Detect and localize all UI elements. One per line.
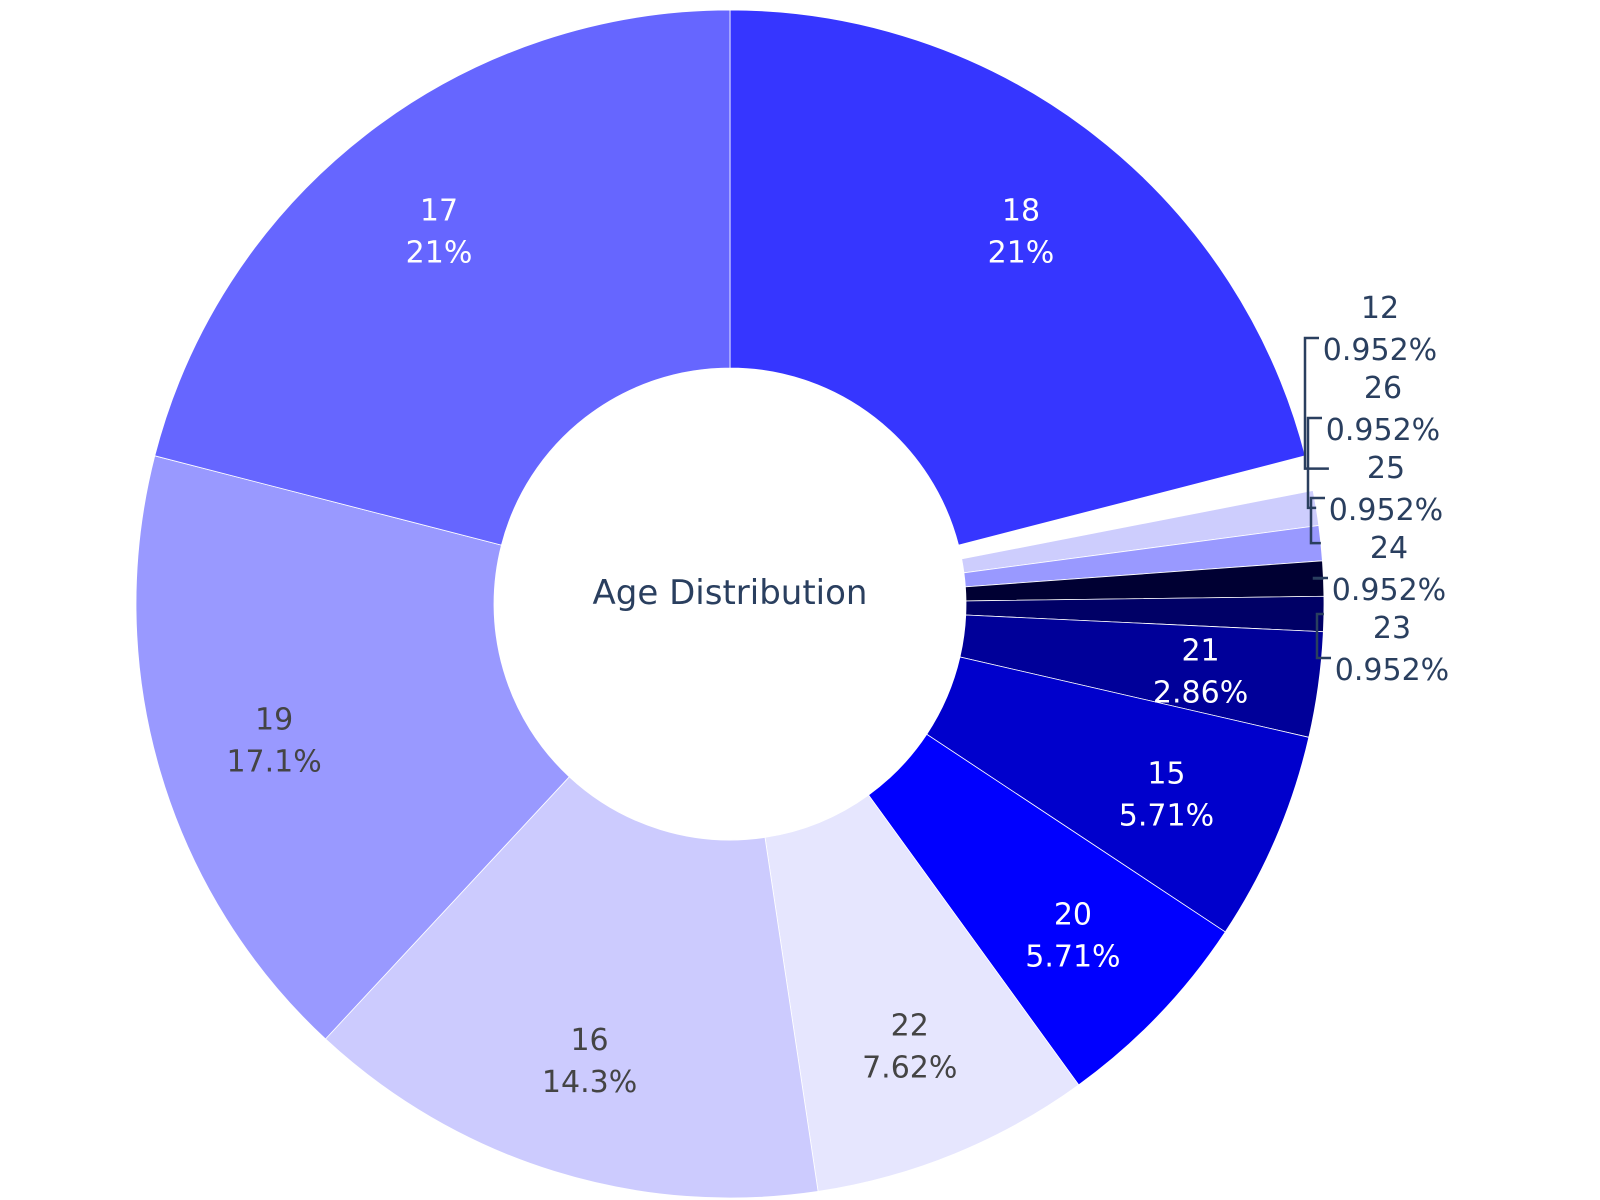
slice-label-20: 20 5.71%	[1025, 898, 1120, 975]
slice-label-15: 15 5.71%	[1119, 756, 1214, 833]
leader-line-23	[1315, 612, 1331, 660]
slice-label-19: 19 17.1%	[226, 702, 321, 779]
leader-line-24	[1312, 576, 1328, 580]
outside-label-text-24: 24 0.952%	[1332, 531, 1446, 608]
slice-label-21: 21 2.86%	[1153, 634, 1248, 711]
outside-labels-layer: 12 0.952%26 0.952%25 0.952%24 0.952%23 0.952%	[1303, 291, 1449, 688]
outside-label-text-23: 23 0.952%	[1335, 611, 1449, 688]
slices-layer	[135, 9, 1334, 1199]
outside-label-26: 26 0.952%	[1306, 371, 1440, 510]
slice-label-22: 22 7.62%	[862, 1009, 957, 1086]
slice-19	[135, 455, 570, 1040]
outside-label-text-26: 26 0.952%	[1326, 371, 1440, 448]
leader-line-25	[1309, 496, 1325, 545]
outside-label-text-12: 12 0.952%	[1323, 291, 1437, 368]
slice-label-16: 16 14.3%	[542, 1023, 637, 1100]
outside-label-24: 24 0.952%	[1312, 531, 1446, 608]
leader-line-12	[1303, 336, 1329, 470]
slice-16	[324, 776, 819, 1199]
slice-label-18: 18 21%	[988, 194, 1055, 271]
slice-labels-layer: 18 21% 21 2.86% 15 5.71% 20 5.71% 22 7.62% 16 14.3%…	[226, 194, 1248, 1100]
slice-label-17: 17 21%	[406, 194, 473, 271]
outside-label-23: 23 0.952%	[1315, 611, 1449, 688]
slice-17	[154, 9, 731, 546]
outside-label-25: 25 0.952%	[1309, 451, 1443, 545]
outside-label-text-25: 25 0.952%	[1329, 451, 1443, 528]
slice-18	[729, 9, 1306, 546]
slice-12	[977, 450, 1334, 555]
center-title: Age Distribution	[593, 573, 868, 613]
slice-22	[764, 794, 1080, 1192]
outside-label-12: 12 0.952%	[1303, 291, 1437, 470]
